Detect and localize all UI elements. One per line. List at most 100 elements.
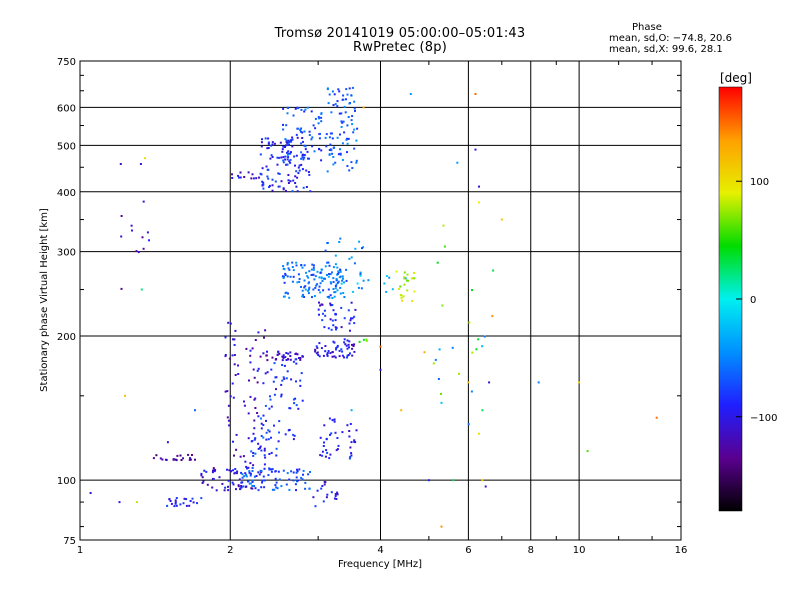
data-point (328, 153, 331, 156)
data-point (343, 317, 346, 320)
data-point (245, 473, 248, 476)
data-point (320, 112, 323, 115)
data-point (284, 274, 287, 276)
data-point (261, 138, 263, 141)
data-point (201, 476, 204, 479)
data-point (241, 476, 244, 479)
data-point (451, 346, 454, 349)
data-point (286, 370, 289, 373)
data-point (304, 285, 307, 288)
data-point (226, 416, 229, 419)
colorbar-tick-label: 100 (750, 177, 769, 188)
data-point (406, 279, 408, 282)
data-point (291, 136, 294, 139)
data-point (328, 417, 331, 420)
data-point (285, 139, 288, 142)
data-point (237, 373, 240, 375)
data-point (329, 294, 332, 297)
data-point (262, 352, 265, 355)
data-point (356, 127, 359, 130)
data-point (180, 459, 183, 461)
data-point (245, 465, 248, 468)
data-point (301, 289, 304, 292)
data-point (304, 145, 307, 148)
data-point (333, 418, 336, 421)
data-point (388, 276, 391, 279)
data-point (288, 478, 291, 481)
data-point (236, 470, 239, 473)
data-point (277, 172, 280, 175)
data-point (294, 358, 297, 361)
data-point (484, 485, 487, 488)
data-point (232, 440, 234, 443)
data-point (275, 358, 278, 360)
data-point (264, 479, 266, 482)
data-point (286, 262, 289, 264)
data-point (306, 275, 309, 278)
data-point (311, 296, 313, 299)
data-point (298, 278, 301, 280)
data-point (261, 180, 264, 183)
data-point (655, 416, 658, 419)
data-point (352, 131, 355, 134)
data-point (174, 499, 177, 502)
data-point (342, 277, 344, 280)
data-point (232, 338, 234, 341)
data-point (303, 156, 306, 159)
data-point (323, 441, 325, 444)
data-point (280, 383, 283, 386)
x-axis-label: Frequency [MHz] (338, 559, 422, 570)
data-point (359, 271, 362, 274)
data-point (262, 424, 265, 426)
data-point (478, 185, 480, 188)
data-point (295, 380, 297, 383)
data-point (304, 108, 307, 111)
data-point (278, 185, 281, 188)
data-point (351, 167, 354, 169)
data-point (232, 483, 235, 486)
data-point (300, 163, 303, 166)
data-point (270, 436, 272, 439)
data-point (324, 249, 327, 252)
data-point (173, 505, 176, 508)
data-point (260, 435, 263, 437)
data-point (314, 117, 317, 120)
data-point (292, 114, 295, 117)
data-point (332, 266, 335, 269)
data-point (345, 279, 348, 282)
data-point (307, 171, 310, 173)
data-point (341, 354, 344, 357)
data-point (310, 110, 313, 113)
data-point (227, 485, 229, 488)
data-point (470, 390, 473, 393)
data-point (282, 355, 285, 358)
data-point (224, 336, 227, 339)
data-point (266, 359, 269, 362)
data-point (307, 473, 310, 476)
data-point (324, 136, 327, 139)
data-point (334, 319, 337, 322)
data-point (253, 419, 256, 422)
data-point (325, 133, 328, 136)
data-point (410, 277, 413, 280)
data-point (336, 105, 339, 108)
data-point (343, 341, 346, 344)
data-point (319, 436, 322, 439)
data-point (251, 470, 254, 472)
data-point (337, 444, 340, 447)
data-point (329, 132, 332, 135)
data-point (314, 286, 317, 289)
data-point (353, 350, 356, 353)
data-point (242, 455, 245, 458)
data-point (135, 501, 138, 504)
data-point (231, 481, 234, 484)
data-point (395, 270, 398, 273)
data-point (481, 345, 484, 348)
data-point (212, 467, 215, 470)
data-point (383, 282, 386, 285)
data-point (340, 282, 343, 285)
data-point (305, 169, 308, 172)
data-point (334, 356, 337, 359)
data-point (334, 254, 337, 257)
data-point (248, 471, 251, 474)
